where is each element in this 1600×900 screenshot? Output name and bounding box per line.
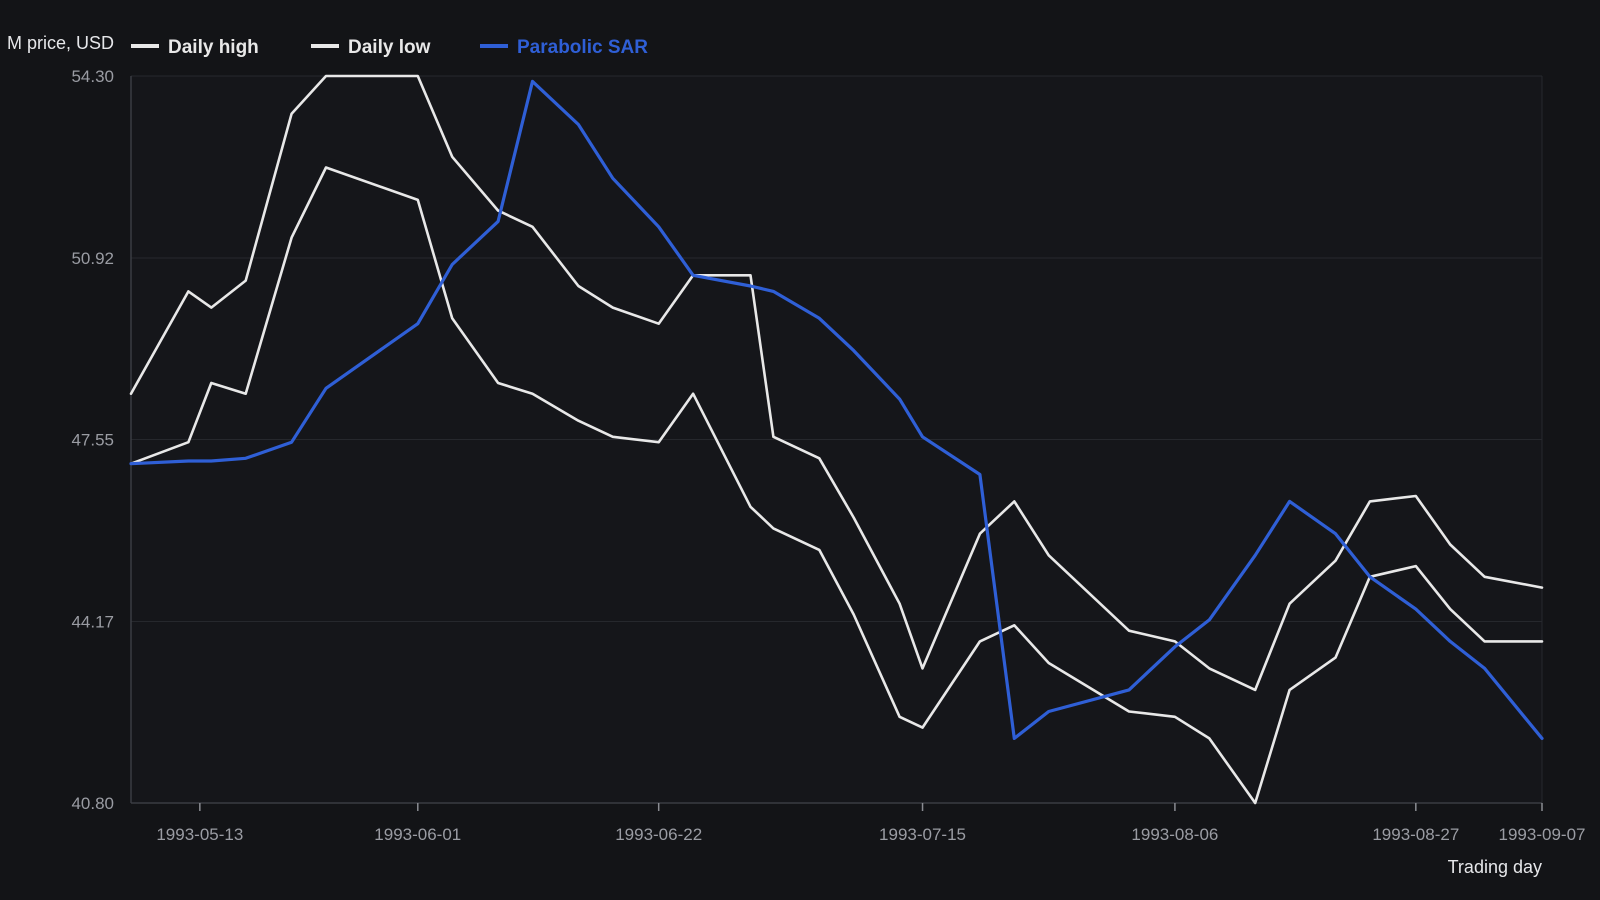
- y-axis-title: M price, USD: [7, 33, 114, 53]
- legend-item-daily-high: Daily high: [131, 37, 259, 58]
- legend-item-daily-low: Daily low: [311, 37, 431, 58]
- legend-label-parabolic-sar: Parabolic SAR: [517, 37, 648, 58]
- series-line-daily-high: [129, 74, 1544, 692]
- y-tick-label: 40.80: [71, 794, 114, 813]
- legend: Daily high Daily low Parabolic SAR: [131, 37, 648, 58]
- legend-label-daily-high: Daily high: [168, 37, 259, 58]
- x-tick-label: 1993-09-07: [1499, 825, 1586, 844]
- x-axis-title: Trading day: [1448, 857, 1542, 877]
- x-tick-label: 1993-07-15: [879, 825, 966, 844]
- legend-label-daily-low: Daily low: [348, 37, 431, 58]
- y-tick-label: 50.92: [71, 249, 114, 268]
- legend-item-parabolic-sar: Parabolic SAR: [480, 37, 648, 58]
- x-tick-label: 1993-08-06: [1131, 825, 1218, 844]
- series-line-daily-low: [129, 166, 1544, 805]
- tick-labels: 54.30 50.92 47.55 44.17 40.80 1993-05-13 1993-…: [71, 67, 1585, 844]
- axes: [130, 76, 1543, 811]
- y-tick-label: 44.17: [71, 613, 114, 632]
- y-tick-label: 47.55: [71, 431, 114, 450]
- x-tick-label: 1993-05-13: [156, 825, 243, 844]
- y-tick-label: 54.30: [71, 67, 114, 86]
- x-tick-label: 1993-08-27: [1372, 825, 1459, 844]
- series-line-parabolic-sar: [129, 79, 1544, 741]
- series-lines: [129, 74, 1544, 805]
- x-tick-label: 1993-06-01: [374, 825, 461, 844]
- x-tick-label: 1993-06-22: [615, 825, 702, 844]
